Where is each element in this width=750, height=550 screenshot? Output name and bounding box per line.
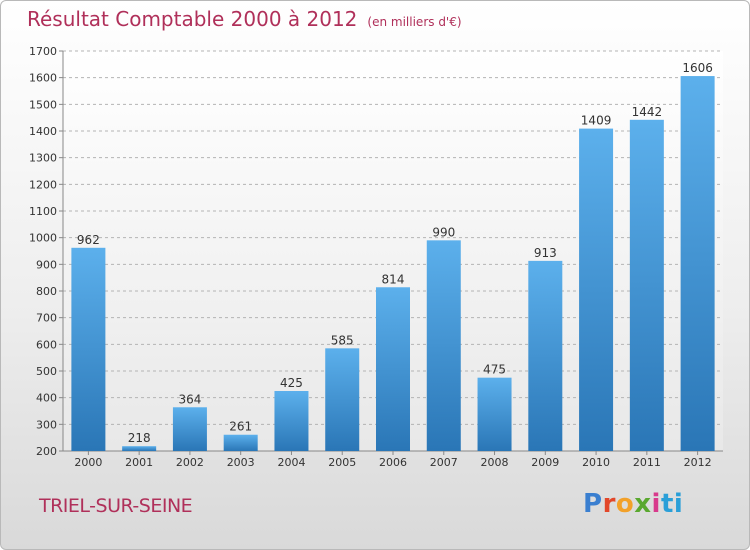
proxiti-logo: Proxiti <box>583 489 683 519</box>
x-tick-label: 2011 <box>633 456 661 469</box>
bar-value-label: 218 <box>128 431 151 445</box>
bar <box>325 348 360 451</box>
y-tick-label: 1000 <box>29 232 57 245</box>
chart-title: Résultat Comptable 2000 à 2012 (en millie… <box>27 7 462 31</box>
bar <box>477 377 512 451</box>
bar-value-label: 425 <box>280 376 303 390</box>
y-tick-label: 1400 <box>29 125 57 138</box>
x-tick-label: 2007 <box>430 456 458 469</box>
y-tick-label: 200 <box>36 445 57 458</box>
x-tick-label: 2009 <box>531 456 559 469</box>
y-tick-label: 1700 <box>29 45 57 58</box>
bar <box>274 391 309 451</box>
x-tick-label: 2005 <box>328 456 356 469</box>
bar <box>376 287 410 451</box>
logo-letter: ti <box>660 489 684 519</box>
x-tick-label: 2006 <box>379 456 407 469</box>
x-tick-label: 2002 <box>176 456 204 469</box>
bar-value-label: 913 <box>534 246 557 260</box>
bar <box>71 247 106 451</box>
bar <box>629 119 664 452</box>
bar-value-label: 364 <box>178 392 201 406</box>
bar <box>426 240 461 451</box>
y-tick-label: 600 <box>36 338 57 351</box>
x-tick-label: 2012 <box>684 456 712 469</box>
logo-letter: r <box>602 489 616 519</box>
logo-letter: x <box>634 489 652 519</box>
y-tick-label: 1600 <box>29 72 57 85</box>
y-tick-label: 700 <box>36 312 57 325</box>
y-tick-label: 300 <box>36 418 57 431</box>
bar-value-label: 990 <box>432 225 455 239</box>
x-tick-label: 2010 <box>582 456 610 469</box>
bar-value-label: 585 <box>331 333 354 347</box>
x-tick-label: 2003 <box>227 456 255 469</box>
y-tick-label: 500 <box>36 365 57 378</box>
bar-value-label: 1606 <box>682 61 713 75</box>
y-tick-label: 1300 <box>29 152 57 165</box>
y-tick-label: 1500 <box>29 98 57 111</box>
bar-value-label: 1442 <box>632 105 663 119</box>
logo-letter: o <box>615 489 635 519</box>
bar <box>172 407 207 451</box>
bar <box>528 260 563 451</box>
city-name: TRIEL-SUR-SEINE <box>39 495 193 517</box>
logo-letter: P <box>583 489 603 519</box>
bar <box>579 128 614 451</box>
y-tick-label: 400 <box>36 392 57 405</box>
y-tick-label: 800 <box>36 285 57 298</box>
x-tick-label: 2000 <box>74 456 102 469</box>
logo-letter: i <box>651 489 661 519</box>
title-text: Résultat Comptable 2000 à 2012 <box>27 7 358 31</box>
bar-value-label: 261 <box>229 420 252 434</box>
x-tick-label: 2008 <box>481 456 509 469</box>
bar <box>223 434 258 451</box>
x-tick-label: 2001 <box>125 456 153 469</box>
x-tick-label: 2004 <box>277 456 305 469</box>
bar-value-label: 962 <box>77 233 100 247</box>
bar <box>122 446 157 451</box>
y-tick-label: 1200 <box>29 178 57 191</box>
y-tick-label: 900 <box>36 258 57 271</box>
bar-value-label: 1409 <box>581 114 612 128</box>
bar-value-label: 475 <box>483 363 506 377</box>
bar-value-label: 814 <box>382 272 405 286</box>
chart-subtitle: (en milliers d'€) <box>367 15 462 29</box>
y-tick-label: 1100 <box>29 205 57 218</box>
bar <box>680 76 715 452</box>
